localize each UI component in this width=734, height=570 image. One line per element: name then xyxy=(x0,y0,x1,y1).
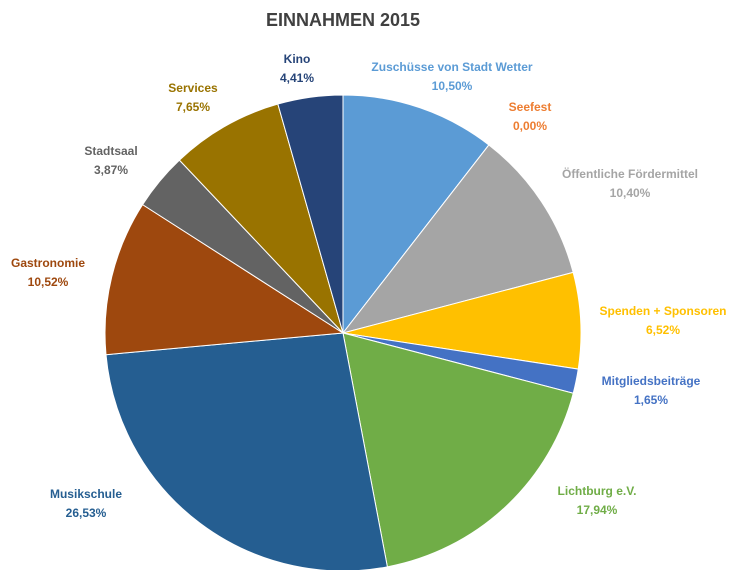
pie-slice xyxy=(104,203,345,356)
slice-label-value: 1,65% xyxy=(634,393,668,407)
slice-label-name: Services xyxy=(168,81,218,95)
slice-label-name: Öffentliche Fördermittel xyxy=(562,166,698,181)
slice-label-value: 17,94% xyxy=(577,503,618,517)
slice-label-value: 26,53% xyxy=(66,506,107,520)
slice-label-name: Lichtburg e.V. xyxy=(558,484,637,498)
slice-label-name: Gastronomie xyxy=(11,256,85,270)
slice-label-value: 10,52% xyxy=(28,275,69,289)
slice-label-name: Zuschüsse von Stadt Wetter xyxy=(371,60,532,74)
pie-slice xyxy=(342,94,490,335)
slice-label-value: 3,87% xyxy=(94,163,128,177)
slice-label-name: Mitgliedsbeiträge xyxy=(602,374,701,388)
pie-slice xyxy=(105,332,388,570)
slice-label-name: Stadtsaal xyxy=(84,144,137,158)
slice-label-name: Spenden + Sponsoren xyxy=(599,304,726,318)
pie-slice xyxy=(342,332,574,568)
slice-label-name: Kino xyxy=(284,52,311,66)
slice-label-name: Musikschule xyxy=(50,487,122,501)
slice-label-name: Seefest xyxy=(509,100,552,114)
pie-slice xyxy=(178,103,344,334)
pie-slice xyxy=(341,144,574,334)
slice-label-value: 7,65% xyxy=(176,100,210,114)
pie-slice xyxy=(277,94,344,334)
chart-title: EINNAHMEN 2015 xyxy=(266,10,420,30)
slice-label-value: 10,50% xyxy=(432,79,473,93)
slice-label-value: 4,41% xyxy=(280,71,314,85)
slice-label-value: 6,52% xyxy=(646,323,680,337)
slice-label-value: 0,00% xyxy=(513,119,547,133)
slice-label-value: 10,40% xyxy=(610,186,651,200)
